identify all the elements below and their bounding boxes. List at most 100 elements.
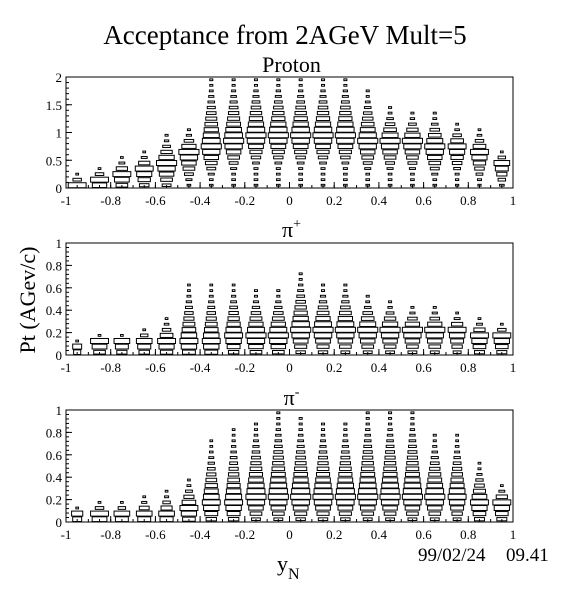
bin-box xyxy=(409,311,416,315)
bin-box xyxy=(245,493,267,500)
bin-box xyxy=(408,122,417,126)
bin-box xyxy=(472,344,487,350)
bin-box xyxy=(388,106,393,109)
bin-box xyxy=(120,334,124,337)
bin-box xyxy=(343,283,348,287)
panel-title: π+ xyxy=(282,217,301,242)
bin-box xyxy=(207,461,215,465)
bin-box xyxy=(404,477,421,483)
bin-box xyxy=(271,149,285,155)
bin-box xyxy=(275,428,281,431)
bin-box xyxy=(429,127,441,132)
bin-box xyxy=(452,466,463,471)
bin-box xyxy=(270,477,287,483)
x-tick-label: 0.4 xyxy=(371,193,388,208)
bin-box xyxy=(365,95,370,98)
bin-box xyxy=(404,338,421,344)
bin-box xyxy=(186,183,192,187)
bin-box xyxy=(492,332,512,339)
bin-box xyxy=(292,338,309,344)
bin-box xyxy=(140,333,149,338)
panel-title-superscript: - xyxy=(295,385,300,400)
bin-box xyxy=(340,517,351,522)
bin-box xyxy=(312,132,334,139)
bin-box xyxy=(75,339,80,343)
bin-box xyxy=(187,289,191,292)
bin-box xyxy=(384,455,396,460)
bin-box xyxy=(206,311,217,315)
bin-box xyxy=(138,349,150,355)
bin-box xyxy=(387,178,393,182)
bin-box xyxy=(318,450,328,454)
bin-box xyxy=(248,344,264,350)
bin-box xyxy=(247,326,265,333)
bin-box xyxy=(75,506,80,510)
x-tick-label: -0.2 xyxy=(235,193,256,208)
plot-frame xyxy=(65,76,514,189)
bin-box xyxy=(179,337,199,345)
bin-box xyxy=(473,350,485,355)
bin-box xyxy=(72,343,83,350)
bin-box xyxy=(496,350,508,355)
bin-box xyxy=(448,499,466,506)
bin-box xyxy=(245,332,267,339)
bin-box xyxy=(160,177,173,182)
bin-box xyxy=(342,167,348,170)
bin-box xyxy=(201,137,221,144)
bin-box xyxy=(336,126,355,133)
bin-box xyxy=(495,494,508,500)
bin-box xyxy=(273,105,284,110)
bin-box xyxy=(204,483,218,489)
bin-box xyxy=(298,83,303,87)
bin-box xyxy=(73,349,82,356)
bin-box xyxy=(140,156,148,159)
bin-box xyxy=(253,183,259,187)
bin-box xyxy=(427,132,442,138)
bin-box xyxy=(296,444,305,448)
bin-box xyxy=(383,461,397,466)
bin-box xyxy=(454,445,460,448)
bin-box xyxy=(298,428,303,431)
bin-box xyxy=(114,516,129,523)
bin-box xyxy=(499,150,504,154)
bin-box xyxy=(272,455,284,460)
bin-box xyxy=(298,167,304,170)
x-tick-label: -0.8 xyxy=(100,360,121,375)
bin-box xyxy=(429,517,440,521)
panel-proton: Proton -1 -0.8 -0.6 -0.4 -0.2 0 0.2 0.4 0.6 0.8 1 0 0… xyxy=(46,52,517,208)
bin-box xyxy=(225,149,242,155)
x-axis-label-main: y xyxy=(277,551,288,576)
bin-box xyxy=(455,311,459,315)
bin-box xyxy=(267,493,289,500)
y-tick-label: 0 xyxy=(56,348,63,363)
bin-box xyxy=(204,321,218,327)
bin-box xyxy=(246,488,266,495)
bin-box xyxy=(276,78,281,82)
bin-box xyxy=(406,511,419,516)
bin-box xyxy=(230,95,237,98)
bin-box xyxy=(385,161,396,165)
bin-box xyxy=(294,511,308,516)
bin-box xyxy=(229,461,239,465)
bin-box xyxy=(230,167,238,170)
bin-box xyxy=(317,105,329,110)
bin-box xyxy=(365,183,371,187)
bin-box xyxy=(432,178,438,182)
bin-box xyxy=(383,127,397,133)
bin-box xyxy=(91,516,108,523)
bin-box xyxy=(202,493,220,500)
bin-box xyxy=(157,337,177,345)
bin-box xyxy=(120,156,124,159)
bin-box xyxy=(454,450,461,454)
bin-box xyxy=(385,311,395,315)
plot-frame xyxy=(65,409,514,523)
bin-box xyxy=(276,178,281,182)
bin-box xyxy=(267,132,289,139)
panel-title-main: Proton xyxy=(262,52,321,77)
bin-box xyxy=(358,143,377,150)
bin-box xyxy=(91,182,108,189)
bin-box xyxy=(365,417,370,420)
bin-box xyxy=(342,294,349,298)
bin-box xyxy=(296,161,305,165)
x-tick-label: 0 xyxy=(286,193,293,208)
